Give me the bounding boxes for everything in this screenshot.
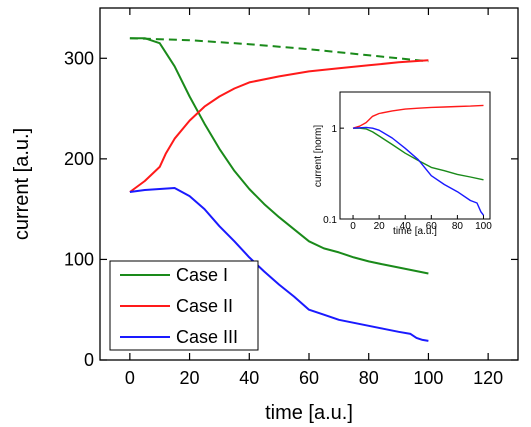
legend-label-case-3: Case III [176,327,238,347]
y-tick-label: 0 [84,350,94,370]
legend-label-case-1: Case I [176,265,228,285]
inset-x-tick-label: 80 [452,221,464,232]
inset-series-line-2 [352,104,484,129]
main-series-lines [129,37,429,342]
inset-x-tick-label: 100 [475,221,492,232]
series-line-4 [129,187,429,342]
series-line-2 [129,37,429,63]
inset-x-axis-title: time [a.u.] [393,226,437,237]
inset-series-line-3 [352,126,485,216]
x-tick-label: 40 [239,368,259,388]
inset-y-axis-title: current [norm] [313,125,324,187]
inset-x-tick-label: 20 [374,221,386,232]
inset-series-lines [352,104,485,216]
x-tick-label: 0 [125,368,135,388]
y-axis-title: current [a.u.] [11,128,33,240]
inset-x-tick-label: 40 [400,221,412,232]
x-tick-label: 60 [299,368,319,388]
inset-series-line-1 [353,127,484,181]
x-tick-label: 120 [473,368,503,388]
inset-chart: 0 20 40 60 80 100 0.1 1 time [a.u.] current [no… [313,87,498,237]
legend-label-case-2: Case II [176,296,233,316]
y-tick-label: 200 [64,149,94,169]
legend: Case I Case II Case III [109,260,259,351]
inset-ticks: 0 20 40 60 80 100 0.1 1 [323,124,492,232]
inset-y-tick-label: 1 [331,124,337,135]
x-tick-label: 20 [180,368,200,388]
y-tick-label: 100 [64,249,94,269]
inset-y-tick-label: 0.1 [323,215,337,226]
x-tick-label: 100 [413,368,443,388]
inset-x-tick-label: 60 [426,221,438,232]
x-tick-label: 80 [359,368,379,388]
inset-plot-frame [339,91,491,220]
x-axis-title: time [a.u.] [265,402,353,424]
series-line-1 [129,37,429,275]
y-tick-label: 300 [64,48,94,68]
series-line-3 [129,59,429,193]
inset-x-tick-label: 0 [350,221,356,232]
